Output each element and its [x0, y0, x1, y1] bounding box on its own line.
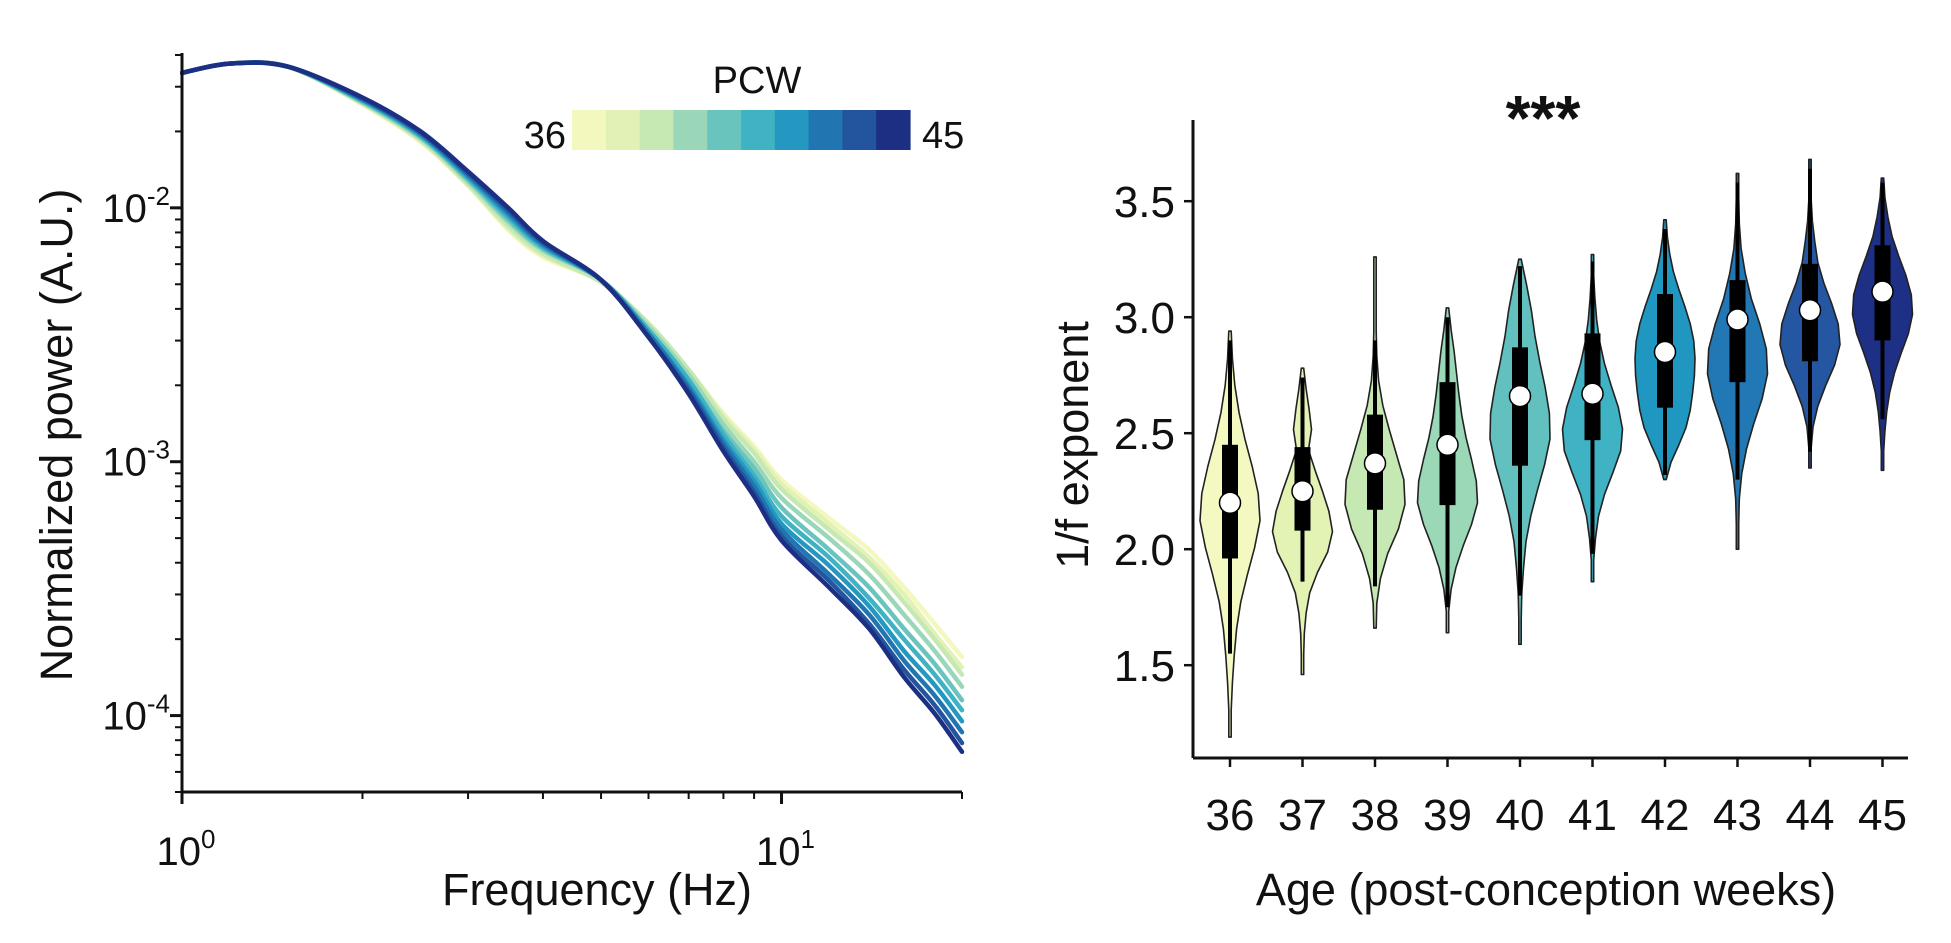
spectrum-x-tick-label: 101 — [756, 824, 815, 874]
violin-x-tick-label: 42 — [1641, 791, 1690, 840]
spectrum-y-tick-label: 10-4 — [102, 689, 170, 739]
spectrum-y-tick-label: 10-2 — [102, 181, 170, 231]
violin-median-44 — [1798, 298, 1822, 322]
violin-y-tick-label: 1.5 — [1114, 642, 1175, 691]
violin-median-45 — [1871, 280, 1894, 303]
spectrum-x-axis-label: Frequency (Hz) — [442, 864, 752, 915]
violin-x-tick-label: 39 — [1423, 791, 1472, 840]
colorbar-swatch-pcw-41 — [741, 110, 776, 150]
violin-x-tick-label: 45 — [1858, 791, 1907, 840]
significance-marker: *** — [1506, 82, 1581, 154]
spectrum-line-pcw-41 — [180, 60, 965, 713]
colorbar-swatch-pcw-38 — [639, 110, 674, 150]
spectrum-x-tick-label: 100 — [157, 824, 216, 874]
violin-x-tick-label: 40 — [1496, 791, 1545, 840]
colorbar-swatch-pcw-40 — [707, 110, 742, 150]
violin-x-tick-label: 43 — [1713, 791, 1762, 840]
violin-median-40 — [1508, 384, 1532, 408]
colorbar-swatch-pcw-39 — [673, 110, 708, 150]
violin-median-39 — [1436, 433, 1459, 457]
colorbar-max-label: 45 — [922, 115, 964, 157]
spectrum-line-pcw-44 — [180, 60, 965, 746]
violin-median-43 — [1726, 308, 1749, 331]
violin-x-tick-label: 44 — [1786, 791, 1835, 840]
pcw-colorbar: PCW 36 45 — [524, 60, 965, 157]
violin-median-42 — [1653, 340, 1677, 364]
violin-x-tick-label: 38 — [1351, 791, 1400, 840]
violin-x-tick-label: 37 — [1278, 791, 1327, 840]
violin-y-tick-label: 2.0 — [1114, 526, 1175, 575]
violin-y-tick-label: 3.5 — [1114, 178, 1175, 227]
power-spectrum-panel: 10-2 10-3 10-4 100 101 Frequency (Hz) Normal… — [31, 53, 964, 915]
colorbar-swatch-pcw-43 — [808, 110, 843, 150]
spectrum-line-pcw-37 — [180, 59, 965, 670]
violin-x-tick-label: 41 — [1568, 791, 1617, 840]
spectrum-line-pcw-39 — [180, 60, 965, 689]
colorbar-swatches — [572, 110, 911, 150]
violin-y-tick-label: 2.5 — [1114, 410, 1175, 459]
violin-iqr-box-43 — [1729, 280, 1746, 383]
exponent-violin-panel: 1.52.02.53.03.536 37 38 39 40 41 42 43 44 45 *** … — [1047, 82, 1914, 915]
violin-median-38 — [1363, 452, 1387, 475]
violin-axes — [1184, 120, 1908, 767]
violin-x-tick-label: 36 — [1206, 791, 1255, 840]
spectrum-line-pcw-45 — [180, 60, 965, 755]
violin-median-36 — [1218, 491, 1242, 515]
colorbar-min-label: 36 — [524, 115, 566, 157]
spectrum-tick-labels: 10-2 10-3 10-4 100 101 — [102, 181, 815, 874]
violin-median-37 — [1291, 479, 1314, 503]
colorbar-swatch-pcw-37 — [605, 110, 641, 150]
spectrum-axes — [170, 53, 963, 804]
violin-y-axis-label: 1/f exponent — [1047, 321, 1098, 569]
violins — [1199, 158, 1914, 738]
colorbar-swatch-pcw-36 — [572, 110, 607, 150]
spectrum-line-pcw-43 — [180, 60, 965, 735]
violin-x-axis-label: Age (post-conception weeks) — [1256, 864, 1836, 915]
colorbar-swatch-pcw-45 — [876, 110, 911, 150]
spectrum-lines — [180, 59, 965, 755]
spectrum-line-pcw-42 — [180, 60, 965, 724]
violin-median-41 — [1581, 382, 1604, 406]
spectrum-y-tick-label: 10-3 — [102, 435, 170, 485]
colorbar-swatch-pcw-42 — [774, 110, 810, 150]
colorbar-swatch-pcw-44 — [842, 110, 877, 150]
spectrum-y-axis-label: Normalized power (A.U.) — [31, 189, 82, 682]
violin-y-tick-label: 3.0 — [1114, 294, 1175, 343]
violin-tick-labels: 1.5 2.0 2.5 3.0 3.5 36 37 38 39 40 41 42 43 44 45 — [1114, 178, 1907, 840]
spectrum-line-pcw-36 — [180, 59, 965, 660]
colorbar-title: PCW — [713, 60, 802, 102]
